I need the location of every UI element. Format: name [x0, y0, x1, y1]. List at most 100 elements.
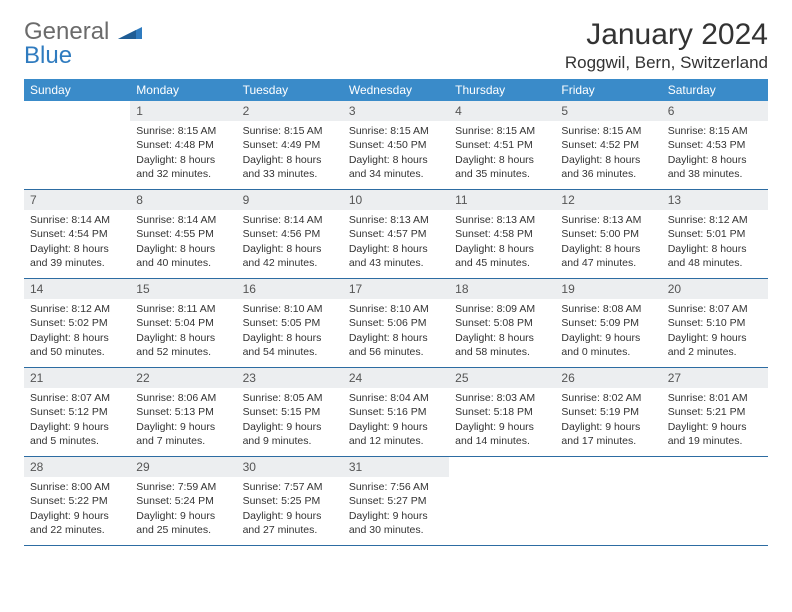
day-cell: 20Sunrise: 8:07 AMSunset: 5:10 PMDayligh…	[662, 279, 768, 367]
daylight-text: Daylight: 9 hours and 0 minutes.	[561, 331, 655, 359]
sunrise-text: Sunrise: 8:09 AM	[455, 302, 549, 316]
calendar-grid: Sunday Monday Tuesday Wednesday Thursday…	[24, 79, 768, 546]
title-block: January 2024 Roggwil, Bern, Switzerland	[565, 18, 768, 73]
daylight-text: Daylight: 8 hours and 52 minutes.	[136, 331, 230, 359]
sunset-text: Sunset: 5:01 PM	[668, 227, 762, 241]
sunrise-text: Sunrise: 8:11 AM	[136, 302, 230, 316]
sunrise-text: Sunrise: 8:15 AM	[243, 124, 337, 138]
week-row: 28Sunrise: 8:00 AMSunset: 5:22 PMDayligh…	[24, 457, 768, 546]
daylight-text: Daylight: 9 hours and 2 minutes.	[668, 331, 762, 359]
sunset-text: Sunset: 5:06 PM	[349, 316, 443, 330]
day-body: Sunrise: 8:13 AMSunset: 4:58 PMDaylight:…	[449, 210, 555, 276]
sunset-text: Sunset: 5:10 PM	[668, 316, 762, 330]
daylight-text: Daylight: 8 hours and 32 minutes.	[136, 153, 230, 181]
sunset-text: Sunset: 5:13 PM	[136, 405, 230, 419]
day-cell: .	[449, 457, 555, 545]
daylight-text: Daylight: 8 hours and 50 minutes.	[30, 331, 124, 359]
sunset-text: Sunset: 5:22 PM	[30, 494, 124, 508]
daylight-text: Daylight: 9 hours and 25 minutes.	[136, 509, 230, 537]
sunrise-text: Sunrise: 8:13 AM	[561, 213, 655, 227]
sunrise-text: Sunrise: 8:08 AM	[561, 302, 655, 316]
day-body: Sunrise: 8:03 AMSunset: 5:18 PMDaylight:…	[449, 388, 555, 454]
day-body: Sunrise: 8:15 AMSunset: 4:48 PMDaylight:…	[130, 121, 236, 187]
sunrise-text: Sunrise: 8:12 AM	[668, 213, 762, 227]
daylight-text: Daylight: 9 hours and 22 minutes.	[30, 509, 124, 537]
daylight-text: Daylight: 8 hours and 42 minutes.	[243, 242, 337, 270]
sunrise-text: Sunrise: 8:15 AM	[136, 124, 230, 138]
day-number: 24	[343, 368, 449, 388]
day-cell: 6Sunrise: 8:15 AMSunset: 4:53 PMDaylight…	[662, 101, 768, 189]
sunrise-text: Sunrise: 8:00 AM	[30, 480, 124, 494]
day-cell: 12Sunrise: 8:13 AMSunset: 5:00 PMDayligh…	[555, 190, 661, 278]
sunrise-text: Sunrise: 8:15 AM	[561, 124, 655, 138]
sunrise-text: Sunrise: 8:10 AM	[349, 302, 443, 316]
day-body: Sunrise: 8:02 AMSunset: 5:19 PMDaylight:…	[555, 388, 661, 454]
daylight-text: Daylight: 8 hours and 34 minutes.	[349, 153, 443, 181]
day-body: Sunrise: 8:01 AMSunset: 5:21 PMDaylight:…	[662, 388, 768, 454]
day-body: Sunrise: 8:15 AMSunset: 4:53 PMDaylight:…	[662, 121, 768, 187]
day-cell: 26Sunrise: 8:02 AMSunset: 5:19 PMDayligh…	[555, 368, 661, 456]
day-body: Sunrise: 8:04 AMSunset: 5:16 PMDaylight:…	[343, 388, 449, 454]
sunset-text: Sunset: 4:54 PM	[30, 227, 124, 241]
day-body: Sunrise: 7:59 AMSunset: 5:24 PMDaylight:…	[130, 477, 236, 543]
weeks-container: .1Sunrise: 8:15 AMSunset: 4:48 PMDayligh…	[24, 101, 768, 546]
dow-friday: Friday	[555, 79, 661, 101]
day-cell: 10Sunrise: 8:13 AMSunset: 4:57 PMDayligh…	[343, 190, 449, 278]
daylight-text: Daylight: 8 hours and 58 minutes.	[455, 331, 549, 359]
day-number: 6	[662, 101, 768, 121]
week-row: .1Sunrise: 8:15 AMSunset: 4:48 PMDayligh…	[24, 101, 768, 190]
day-body: Sunrise: 8:08 AMSunset: 5:09 PMDaylight:…	[555, 299, 661, 365]
day-cell: 22Sunrise: 8:06 AMSunset: 5:13 PMDayligh…	[130, 368, 236, 456]
day-body: Sunrise: 8:13 AMSunset: 5:00 PMDaylight:…	[555, 210, 661, 276]
day-number: 7	[24, 190, 130, 210]
day-body: Sunrise: 8:07 AMSunset: 5:12 PMDaylight:…	[24, 388, 130, 454]
day-body: Sunrise: 8:15 AMSunset: 4:49 PMDaylight:…	[237, 121, 343, 187]
daylight-text: Daylight: 8 hours and 40 minutes.	[136, 242, 230, 270]
dow-sunday: Sunday	[24, 79, 130, 101]
sunrise-text: Sunrise: 8:10 AM	[243, 302, 337, 316]
sunrise-text: Sunrise: 8:01 AM	[668, 391, 762, 405]
daylight-text: Daylight: 8 hours and 54 minutes.	[243, 331, 337, 359]
day-body: Sunrise: 8:09 AMSunset: 5:08 PMDaylight:…	[449, 299, 555, 365]
sunset-text: Sunset: 5:02 PM	[30, 316, 124, 330]
sunset-text: Sunset: 5:09 PM	[561, 316, 655, 330]
daylight-text: Daylight: 9 hours and 27 minutes.	[243, 509, 337, 537]
day-number: 29	[130, 457, 236, 477]
day-cell: 3Sunrise: 8:15 AMSunset: 4:50 PMDaylight…	[343, 101, 449, 189]
sunrise-text: Sunrise: 8:07 AM	[668, 302, 762, 316]
day-number: 25	[449, 368, 555, 388]
sunrise-text: Sunrise: 8:03 AM	[455, 391, 549, 405]
day-body: Sunrise: 7:57 AMSunset: 5:25 PMDaylight:…	[237, 477, 343, 543]
day-body: Sunrise: 8:15 AMSunset: 4:52 PMDaylight:…	[555, 121, 661, 187]
daylight-text: Daylight: 8 hours and 43 minutes.	[349, 242, 443, 270]
daylight-text: Daylight: 9 hours and 9 minutes.	[243, 420, 337, 448]
sunset-text: Sunset: 4:52 PM	[561, 138, 655, 152]
sunset-text: Sunset: 5:16 PM	[349, 405, 443, 419]
sunrise-text: Sunrise: 8:13 AM	[349, 213, 443, 227]
day-cell: 14Sunrise: 8:12 AMSunset: 5:02 PMDayligh…	[24, 279, 130, 367]
sunset-text: Sunset: 5:27 PM	[349, 494, 443, 508]
day-cell: 16Sunrise: 8:10 AMSunset: 5:05 PMDayligh…	[237, 279, 343, 367]
sunset-text: Sunset: 4:49 PM	[243, 138, 337, 152]
day-number: 19	[555, 279, 661, 299]
dow-tuesday: Tuesday	[237, 79, 343, 101]
day-number: 9	[237, 190, 343, 210]
day-number: 28	[24, 457, 130, 477]
day-body: Sunrise: 8:05 AMSunset: 5:15 PMDaylight:…	[237, 388, 343, 454]
day-number: 8	[130, 190, 236, 210]
sunrise-text: Sunrise: 8:04 AM	[349, 391, 443, 405]
logo: General Blue	[24, 20, 142, 68]
daylight-text: Daylight: 9 hours and 5 minutes.	[30, 420, 124, 448]
day-number: 23	[237, 368, 343, 388]
daylight-text: Daylight: 8 hours and 48 minutes.	[668, 242, 762, 270]
sunset-text: Sunset: 4:58 PM	[455, 227, 549, 241]
day-body: Sunrise: 8:07 AMSunset: 5:10 PMDaylight:…	[662, 299, 768, 365]
sunset-text: Sunset: 5:19 PM	[561, 405, 655, 419]
calendar-page: General Blue January 2024 Roggwil, Bern,…	[0, 0, 792, 612]
daylight-text: Daylight: 8 hours and 38 minutes.	[668, 153, 762, 181]
day-number: 2	[237, 101, 343, 121]
day-number: 20	[662, 279, 768, 299]
day-cell: 11Sunrise: 8:13 AMSunset: 4:58 PMDayligh…	[449, 190, 555, 278]
logo-word-blue: Blue	[24, 42, 72, 69]
week-row: 21Sunrise: 8:07 AMSunset: 5:12 PMDayligh…	[24, 368, 768, 457]
